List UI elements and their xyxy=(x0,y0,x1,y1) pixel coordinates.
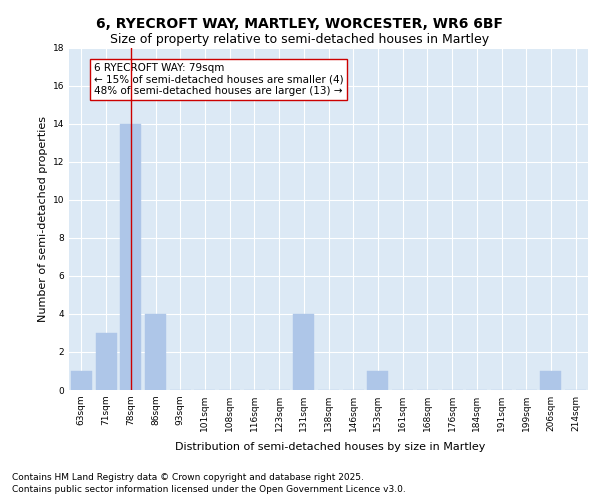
Bar xyxy=(95,333,116,390)
Y-axis label: Number of semi-detached properties: Number of semi-detached properties xyxy=(38,116,49,322)
Bar xyxy=(367,371,388,390)
Bar xyxy=(293,314,314,390)
Bar xyxy=(541,371,562,390)
Text: Distribution of semi-detached houses by size in Martley: Distribution of semi-detached houses by … xyxy=(175,442,485,452)
Bar xyxy=(71,371,92,390)
Text: 6, RYECROFT WAY, MARTLEY, WORCESTER, WR6 6BF: 6, RYECROFT WAY, MARTLEY, WORCESTER, WR6… xyxy=(97,18,503,32)
Text: Contains public sector information licensed under the Open Government Licence v3: Contains public sector information licen… xyxy=(12,485,406,494)
Bar xyxy=(120,124,141,390)
Text: 6 RYECROFT WAY: 79sqm
← 15% of semi-detached houses are smaller (4)
48% of semi-: 6 RYECROFT WAY: 79sqm ← 15% of semi-deta… xyxy=(94,62,343,96)
Bar xyxy=(145,314,166,390)
Text: Contains HM Land Registry data © Crown copyright and database right 2025.: Contains HM Land Registry data © Crown c… xyxy=(12,472,364,482)
Text: Size of property relative to semi-detached houses in Martley: Size of property relative to semi-detach… xyxy=(110,32,490,46)
